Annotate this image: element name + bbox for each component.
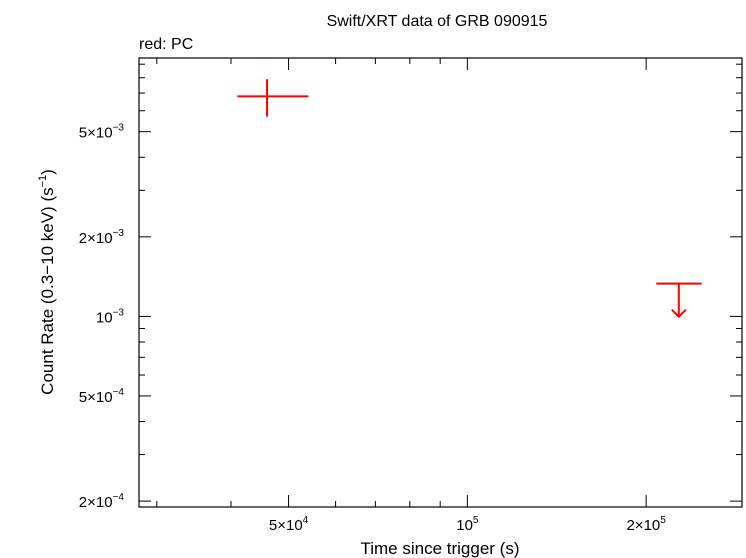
y-tick-label: 5×10−4 (79, 387, 125, 406)
x-tick-label: 2×105 (626, 515, 666, 534)
y-axis-label: Count Rate (0.3−10 keV) (s−1) (37, 169, 57, 395)
x-tick-mantissa: 5×10 (269, 517, 303, 534)
data-point (237, 79, 309, 117)
x-tick-mantissa: 10 (456, 517, 473, 534)
y-tick-exponent: −3 (113, 228, 125, 239)
y-axis-label-close: ) (38, 169, 57, 175)
chart-title: Swift/XRT data of GRB 090915 (327, 13, 548, 30)
y-tick-label: 10−3 (96, 307, 125, 326)
y-tick-exponent: −3 (113, 123, 125, 134)
x-tick-label: 5×104 (269, 515, 309, 534)
upper-limit-arrowhead (671, 308, 687, 319)
x-tick-mantissa: 2×10 (626, 517, 660, 534)
y-tick-label: 2×10−4 (79, 492, 125, 511)
x-tick-labels: 5×104 105 2×105 (269, 515, 666, 534)
y-tick-label: 2×10−3 (79, 228, 125, 247)
tick-marks (139, 58, 742, 507)
y-tick-mantissa: 10 (96, 309, 113, 326)
x-tick-exponent: 5 (473, 515, 479, 526)
y-tick-mantissa: 2×10 (79, 494, 113, 511)
x-axis-label: Time since trigger (s) (360, 539, 519, 558)
data-marks (237, 79, 702, 319)
chart-subtitle: red: PC (139, 36, 193, 53)
y-axis-label-exponent: −1 (37, 175, 49, 188)
y-tick-exponent: −4 (113, 492, 125, 503)
x-tick-exponent: 4 (303, 515, 309, 526)
y-tick-label: 5×10−3 (79, 123, 125, 142)
y-tick-exponent: −4 (113, 387, 125, 398)
y-tick-mantissa: 5×10 (79, 389, 113, 406)
x-tick-label: 105 (456, 515, 479, 534)
y-tick-mantissa: 5×10 (79, 125, 113, 142)
y-tick-labels: 2×10−45×10−410−32×10−35×10−3 (79, 123, 125, 511)
y-tick-exponent: −3 (113, 307, 125, 318)
x-tick-exponent: 5 (660, 515, 666, 526)
y-tick-mantissa: 2×10 (79, 230, 113, 247)
upper-limit (656, 282, 702, 319)
plot-frame (138, 57, 743, 508)
y-axis-label-base: Count Rate (0.3−10 keV) (s (38, 187, 57, 394)
